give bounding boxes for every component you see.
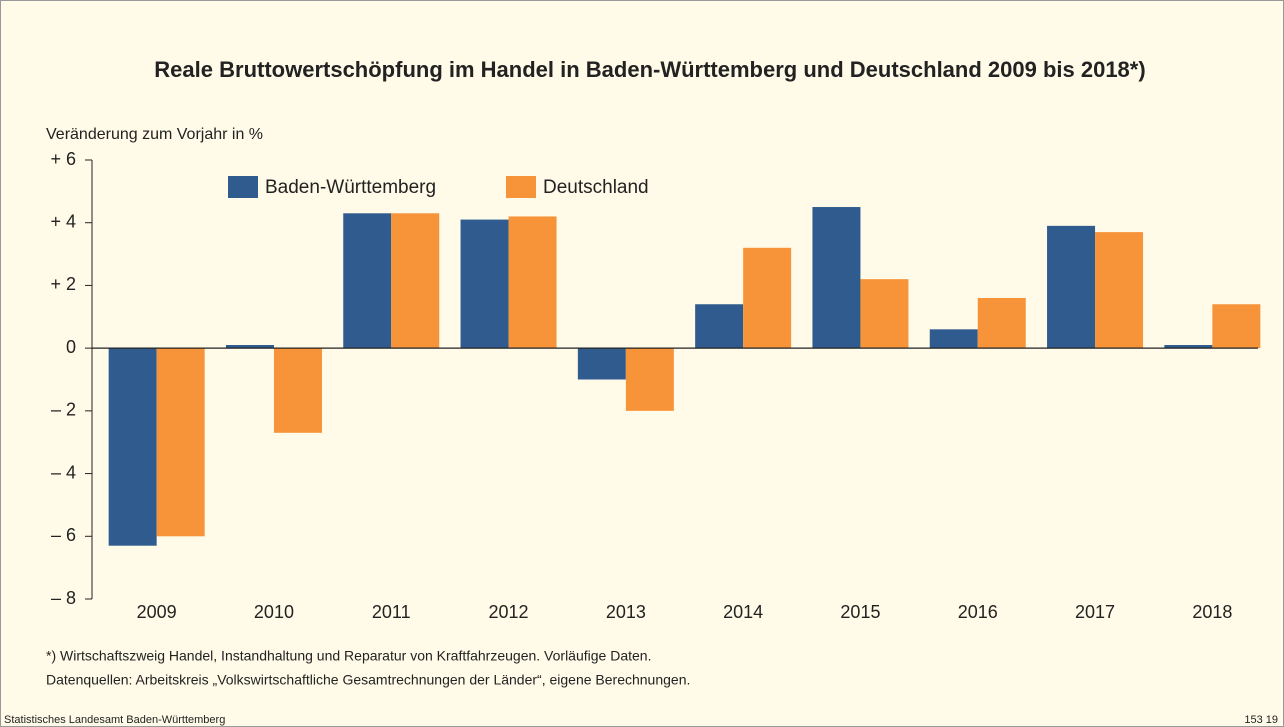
x-tick-label: 2011 <box>372 602 411 622</box>
source: Datenquellen: Arbeitskreis „Volkswirtsch… <box>46 672 690 688</box>
bar <box>812 207 861 349</box>
bar <box>625 348 674 411</box>
bar <box>391 213 440 349</box>
bar <box>1164 345 1213 349</box>
bar <box>460 219 509 349</box>
x-tick-label: 2015 <box>840 602 880 622</box>
publisher: Statistisches Landesamt Baden-Württember… <box>4 714 225 726</box>
x-tick-label: 2018 <box>1192 602 1232 622</box>
legend-label: Deutschland <box>543 177 649 198</box>
x-tick-label: 2009 <box>137 602 177 622</box>
legend-swatch <box>506 176 536 198</box>
x-tick-label: 2016 <box>958 602 998 622</box>
y-tick-label: + 6 <box>50 149 76 169</box>
chart-id: 153 19 <box>1244 714 1278 726</box>
bar <box>225 345 274 349</box>
footnote: *) Wirtschaftszweig Handel, Instandhaltu… <box>46 648 651 664</box>
bar <box>977 297 1026 349</box>
y-tick-label: 0 <box>66 337 76 357</box>
x-tick-label: 2012 <box>489 602 529 622</box>
y-tick-label: – 2 <box>51 400 76 420</box>
bar <box>1047 225 1096 349</box>
bar <box>929 329 978 349</box>
bar <box>860 279 909 349</box>
legend-swatch <box>228 176 258 198</box>
y-tick-label: + 2 <box>50 274 76 294</box>
bar <box>273 348 322 433</box>
x-tick-label: 2017 <box>1075 602 1115 622</box>
x-tick-label: 2014 <box>723 602 763 622</box>
bar <box>577 348 626 380</box>
y-tick-label: – 4 <box>51 462 76 482</box>
bar <box>695 304 744 349</box>
y-axis-label: Veränderung zum Vorjahr in % <box>46 126 263 143</box>
chart-title: Reale Bruttowertschöpfung im Handel in B… <box>154 57 1145 82</box>
y-tick-label: – 8 <box>51 588 76 608</box>
y-tick-label: + 4 <box>50 211 76 231</box>
bar <box>156 348 205 537</box>
bar <box>1212 304 1261 349</box>
bar <box>508 216 557 349</box>
bar <box>1095 232 1144 349</box>
x-tick-label: 2010 <box>254 602 294 622</box>
bar <box>108 348 157 546</box>
legend-label: Baden-Württemberg <box>265 177 436 198</box>
y-tick-label: – 6 <box>51 525 76 545</box>
bar <box>743 247 792 349</box>
bar <box>343 213 392 349</box>
x-tick-label: 2013 <box>606 602 646 622</box>
